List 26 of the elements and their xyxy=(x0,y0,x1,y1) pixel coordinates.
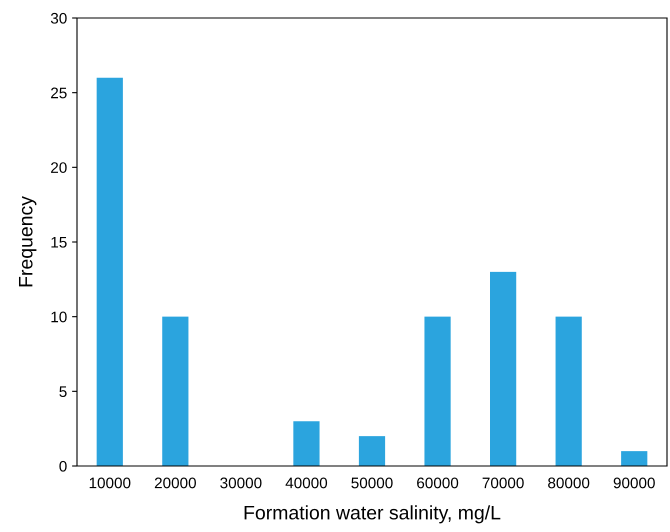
x-tick-label: 20000 xyxy=(154,478,196,488)
x-tick-label: 70000 xyxy=(482,478,524,488)
y-tick-label: 20 xyxy=(51,162,67,174)
bar xyxy=(424,316,451,466)
bar xyxy=(490,272,516,466)
y-tick-label: 0 xyxy=(59,460,67,472)
y-axis-title: Frequency xyxy=(18,196,36,286)
x-tick-label: 30000 xyxy=(220,478,262,488)
x-tick-label: 50000 xyxy=(351,478,393,488)
bar xyxy=(96,78,123,466)
x-tick-label: 60000 xyxy=(417,478,458,488)
y-tick-label: 5 xyxy=(59,386,67,398)
y-tick-label: 10 xyxy=(51,312,67,322)
x-tick-label: 80000 xyxy=(548,478,590,488)
x-tick-label: 40000 xyxy=(286,478,328,488)
y-tick-label: 15 xyxy=(51,237,67,248)
bar xyxy=(293,421,320,466)
bar xyxy=(621,451,648,466)
x-tick-label: 10000 xyxy=(90,478,130,488)
bar xyxy=(556,316,582,466)
y-tick-label: 25 xyxy=(51,88,67,98)
x-axis-title: Formation water salinity, mg/L xyxy=(244,505,500,524)
bar xyxy=(162,316,188,466)
y-tick-label: 30 xyxy=(50,12,67,24)
bar xyxy=(358,436,386,466)
x-tick-label: 90000 xyxy=(614,478,655,488)
